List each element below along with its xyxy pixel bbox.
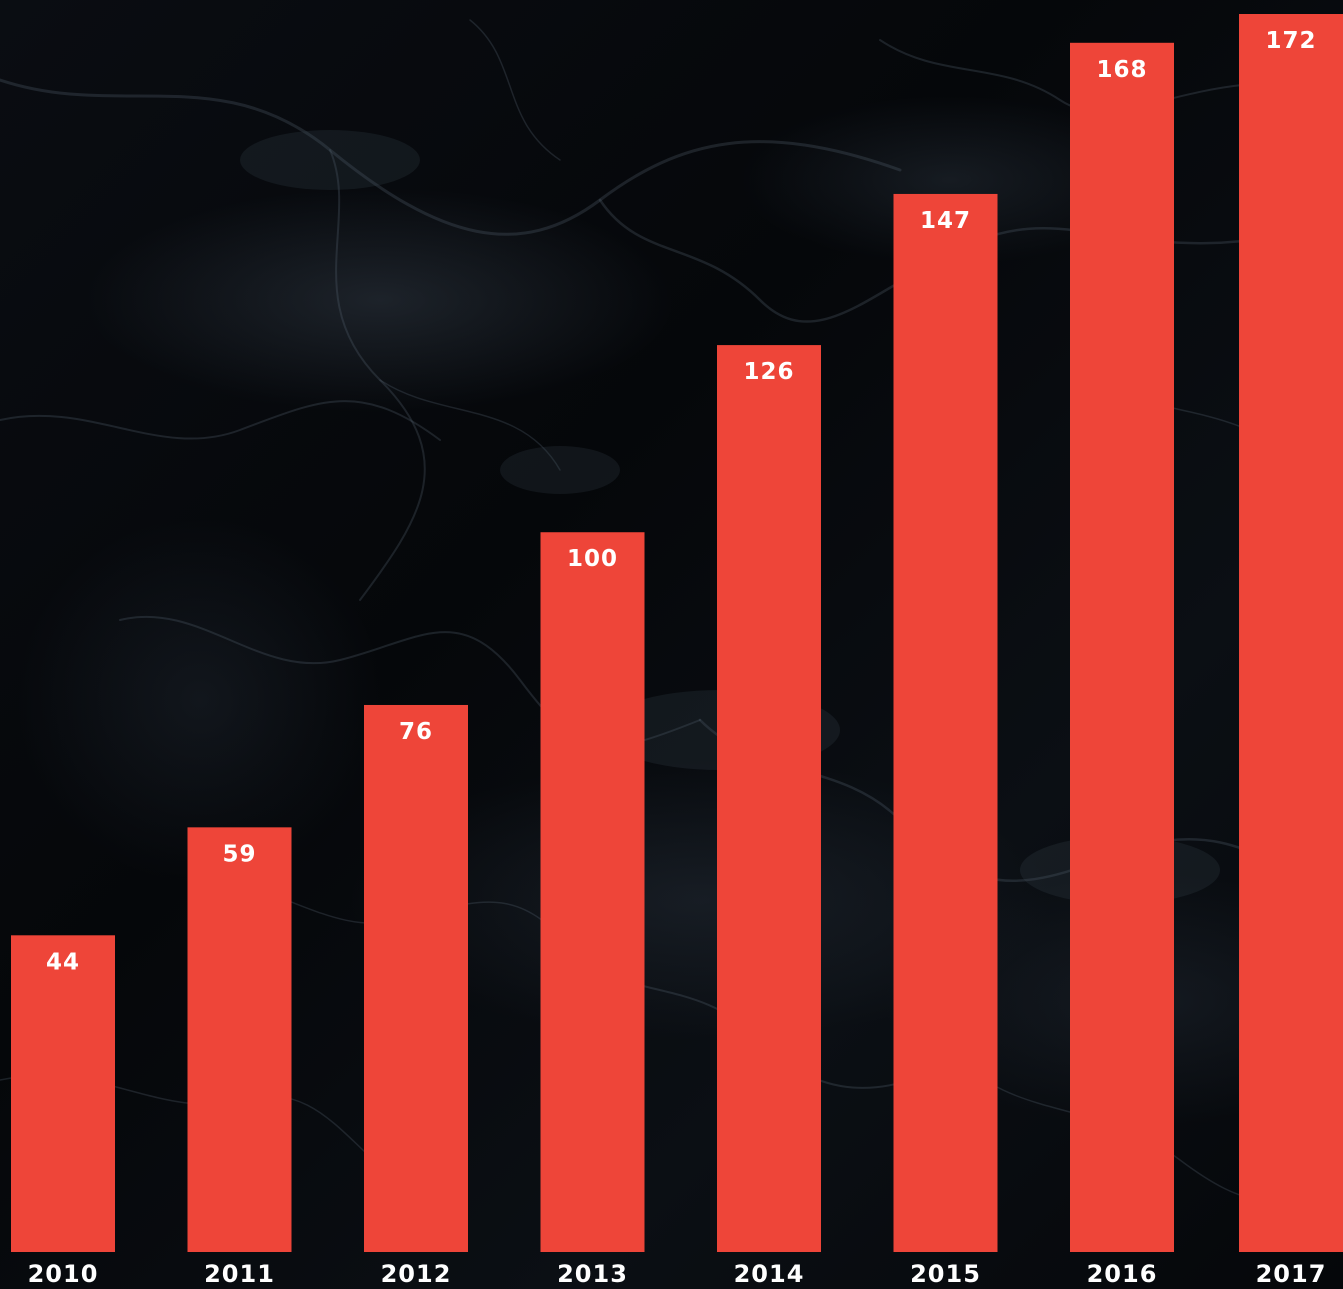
x-tick-label-2011: 2011 bbox=[204, 1260, 275, 1288]
bar-value-label-2015: 147 bbox=[920, 208, 971, 234]
x-tick-label-2017: 2017 bbox=[1256, 1260, 1327, 1288]
bar-2013 bbox=[540, 532, 645, 1252]
bar-2014 bbox=[717, 345, 821, 1252]
x-tick-label-2016: 2016 bbox=[1087, 1260, 1158, 1288]
bars-group bbox=[11, 14, 1343, 1253]
bar-value-label-2016: 168 bbox=[1096, 57, 1147, 83]
x-axis-tick-labels: 2010 2011 2012 2013 2014 2015 2016 2017 bbox=[28, 1260, 1327, 1288]
value-labels-group: 44 59 76 100 126 147 168 172 bbox=[46, 28, 1316, 975]
bar-2012 bbox=[364, 704, 468, 1252]
x-tick-label-2015: 2015 bbox=[910, 1260, 981, 1288]
bar-2017 bbox=[1239, 14, 1343, 1252]
bar-2011 bbox=[187, 827, 292, 1252]
bar-value-label-2014: 126 bbox=[743, 359, 794, 385]
x-tick-label-2013: 2013 bbox=[557, 1260, 628, 1288]
x-tick-label-2010: 2010 bbox=[28, 1260, 99, 1288]
bar-2010 bbox=[11, 935, 115, 1252]
bar-value-label-2017: 172 bbox=[1265, 28, 1316, 54]
bar-2016 bbox=[1070, 42, 1174, 1253]
x-tick-label-2014: 2014 bbox=[734, 1260, 805, 1288]
x-tick-label-2012: 2012 bbox=[381, 1260, 452, 1288]
bar-2015 bbox=[893, 193, 998, 1252]
bar-value-label-2010: 44 bbox=[46, 949, 80, 975]
bar-value-label-2011: 59 bbox=[222, 841, 256, 867]
bar-value-label-2013: 100 bbox=[567, 546, 618, 572]
bar-value-label-2012: 76 bbox=[399, 719, 433, 745]
